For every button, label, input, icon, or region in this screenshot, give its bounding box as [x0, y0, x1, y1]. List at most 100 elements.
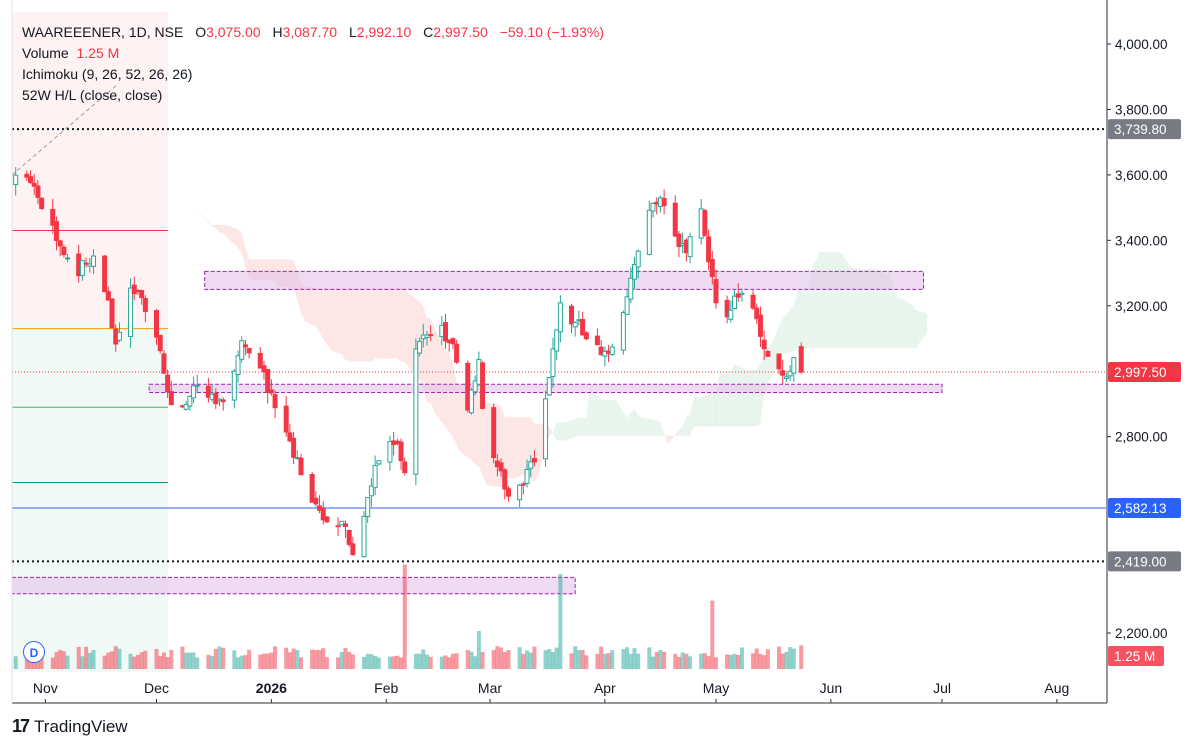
- interval-badge[interactable]: D: [23, 641, 45, 663]
- volume-bar: [362, 656, 366, 669]
- ichimoku-cloud-segment: [238, 229, 242, 253]
- candle-body: [572, 322, 578, 328]
- ichimoku-cloud-segment: [923, 311, 928, 339]
- price-tick-label: 4,000.00: [1115, 37, 1168, 52]
- ichimoku-cloud-segment: [349, 288, 353, 362]
- ichimoku-cloud-segment: [401, 288, 405, 362]
- candle-body: [761, 339, 767, 350]
- ichimoku-cloud-segment: [534, 423, 539, 482]
- ichimoku-cloud-segment: [638, 416, 642, 436]
- volume-bar: [528, 652, 533, 669]
- candle-body: [187, 395, 193, 407]
- time-tick-label: Feb: [374, 680, 398, 696]
- volume-bar: [80, 656, 85, 669]
- volume-bar: [751, 653, 756, 669]
- ichimoku-cloud-segment: [508, 417, 513, 480]
- ichimoku-cloud-segment: [790, 305, 794, 353]
- volume-bar: [143, 650, 148, 669]
- candle-body: [702, 210, 708, 236]
- candle-body: [676, 233, 682, 248]
- ichimoku-cloud-segment: [782, 314, 787, 354]
- candle-body: [783, 376, 789, 380]
- ichimoku-cloud-segment: [771, 318, 783, 379]
- candle-body: [780, 370, 786, 376]
- candle-body: [376, 460, 382, 465]
- candle-body: [506, 488, 512, 497]
- candle-body: [709, 259, 715, 278]
- candle-body: [220, 399, 226, 403]
- hl52-high-shade: [12, 12, 168, 322]
- volume-bar: [187, 652, 192, 669]
- ichimoku-cloud-segment: [708, 391, 713, 427]
- price-tick-label: 2,200.00: [1115, 626, 1168, 641]
- price-zone-rectangle: [204, 270, 924, 290]
- volume-bar: [261, 653, 266, 669]
- ichimoku-cloud-segment: [916, 310, 920, 349]
- price-tick-label: 3,200.00: [1115, 299, 1168, 314]
- volume-bar: [65, 655, 70, 669]
- volume-bar: [402, 564, 407, 669]
- volume-bar: [632, 648, 637, 669]
- tradingview-logo-icon: 17: [12, 716, 30, 736]
- candle-body: [231, 370, 237, 401]
- volume-bar: [625, 647, 630, 669]
- volume-bar: [221, 647, 226, 669]
- candle-body: [165, 374, 171, 393]
- volume-bar: [106, 652, 111, 669]
- ichimoku-cloud-segment: [171, 185, 175, 189]
- volume-bar: [584, 655, 589, 669]
- volume-bar: [28, 656, 33, 669]
- volume-bar: [688, 656, 693, 669]
- candle-body: [646, 209, 652, 255]
- ichimoku-cloud-segment: [901, 298, 913, 349]
- volume-bar: [543, 650, 548, 669]
- volume-bar: [443, 655, 448, 669]
- ichimoku-cloud-segment: [786, 309, 791, 354]
- volume-bar: [158, 656, 163, 669]
- volume-bar: [13, 656, 18, 669]
- volume-bar: [110, 651, 115, 669]
- ichimoku-cloud-segment: [641, 417, 653, 436]
- volume-bar: [610, 650, 615, 669]
- candle-body: [724, 299, 730, 318]
- volume-bar: [421, 649, 426, 669]
- candle-body: [502, 469, 508, 490]
- volume-bar: [395, 655, 400, 669]
- ichimoku-cloud-segment: [897, 298, 902, 349]
- candle-body: [520, 483, 526, 486]
- candle-body: [109, 298, 115, 329]
- volume-bar: [658, 650, 663, 669]
- price-tick-label: 3,800.00: [1115, 102, 1168, 117]
- volume-bar: [32, 657, 37, 669]
- candle-body: [598, 346, 604, 356]
- ichimoku-cloud-segment: [660, 422, 665, 436]
- volume-bar: [676, 656, 681, 669]
- volume-bar: [517, 647, 522, 669]
- candle-body: [28, 176, 34, 183]
- volume-bar: [191, 652, 196, 669]
- candle-body: [50, 208, 56, 226]
- volume-bar: [232, 650, 237, 669]
- candle-body: [372, 465, 378, 489]
- volume-bar: [269, 652, 274, 669]
- candle-body: [706, 236, 712, 263]
- candle-body: [728, 309, 734, 320]
- ichimoku-cloud-segment: [578, 417, 583, 436]
- volume-bar: [636, 653, 641, 669]
- ichimoku-cloud-segment: [375, 288, 379, 359]
- ichimoku-cloud-segment: [634, 409, 639, 436]
- volume-bar: [651, 656, 656, 669]
- candle-body: [313, 497, 319, 505]
- volume-bar: [369, 654, 374, 669]
- footer-brand[interactable]: 17 TradingView: [12, 716, 128, 737]
- candle-body: [142, 298, 148, 312]
- candle-body: [687, 236, 693, 258]
- time-tick-label: May: [703, 680, 729, 696]
- volume-bar: [784, 651, 789, 669]
- volume-bar: [680, 652, 685, 669]
- volume-bar: [128, 653, 133, 669]
- volume-bar: [454, 653, 459, 669]
- level-price-label: 2,582.13: [1114, 501, 1167, 516]
- ichimoku-cloud-segment: [667, 429, 679, 445]
